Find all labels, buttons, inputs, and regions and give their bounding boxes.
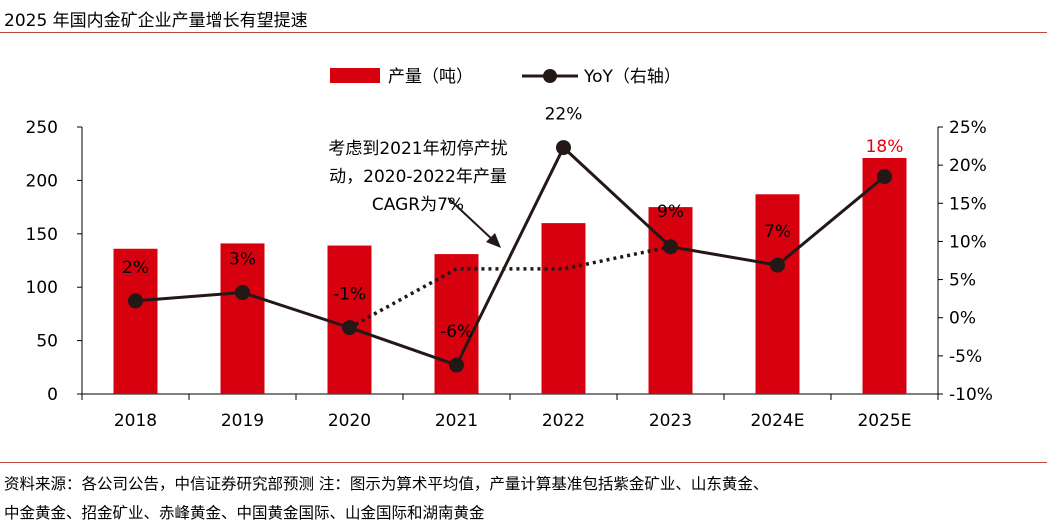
yoy-line xyxy=(135,145,886,367)
yoy-marker xyxy=(663,239,678,255)
right-tick-label: 10% xyxy=(949,232,987,252)
legend-line-label: YoY（右轴） xyxy=(583,67,681,87)
right-tick-label: 15% xyxy=(949,194,987,214)
top-divider xyxy=(0,32,1047,33)
right-tick-label: 0% xyxy=(949,309,976,329)
yoy-data-label: 18% xyxy=(866,137,904,157)
x-tick-label: 2018 xyxy=(114,411,157,431)
bottom-divider xyxy=(0,462,1047,463)
yoy-data-label: -6% xyxy=(440,322,473,342)
production-bar xyxy=(327,245,372,394)
left-tick-label: 200 xyxy=(26,171,58,191)
yoy-data-label: 2% xyxy=(122,258,149,278)
yoy-marker xyxy=(449,357,464,373)
x-tick-label: 2023 xyxy=(649,411,692,431)
left-tick-label: 0 xyxy=(47,385,58,405)
annotation-text: 动，2020-2022年产量 xyxy=(329,167,507,187)
production-bar xyxy=(648,207,693,394)
left-tick-label: 150 xyxy=(26,225,58,245)
left-tick-label: 100 xyxy=(26,278,58,298)
production-bar xyxy=(541,223,586,394)
yoy-marker xyxy=(556,140,571,156)
left-tick-label: 50 xyxy=(36,332,58,352)
production-bar xyxy=(113,248,158,394)
right-tick-label: 20% xyxy=(949,156,987,176)
yoy-data-label: 22% xyxy=(545,105,583,125)
x-tick-label: 2024E xyxy=(750,411,804,431)
production-bar xyxy=(862,157,907,394)
yoy-marker xyxy=(342,320,357,336)
source-note-line2: 中金黄金、招金矿业、赤峰黄金、中国黄金国际、山金国际和湖南黄金 xyxy=(4,504,485,522)
x-tick-label: 2020 xyxy=(328,411,371,431)
right-tick-label: -10% xyxy=(949,385,993,405)
production-bar xyxy=(755,194,800,394)
yoy-data-label: 7% xyxy=(764,222,791,242)
right-tick-label: 5% xyxy=(949,271,976,291)
yoy-marker xyxy=(128,293,143,309)
production-bar xyxy=(220,243,265,394)
chart: 0 50 100 150 200 250 -10% -5% 0% 5% 10% 15% 20% 25% 20… xyxy=(26,67,993,431)
yoy-data-label: -1% xyxy=(333,285,366,305)
legend-line-marker xyxy=(543,69,557,83)
yoy-data-label: 9% xyxy=(657,202,684,222)
x-tick-label: 2019 xyxy=(221,411,264,431)
x-tick-label: 2021 xyxy=(435,411,478,431)
annotation-text: 考虑到2021年初停产扰 xyxy=(328,139,507,159)
cagr-dotted-line xyxy=(348,245,671,330)
yoy-marker xyxy=(770,257,785,273)
yoy-marker xyxy=(877,169,892,185)
left-tick-label: 250 xyxy=(26,118,58,138)
yoy-data-label: 3% xyxy=(229,250,256,270)
x-tick-label: 2025E xyxy=(857,411,911,431)
yoy-marker xyxy=(235,285,250,301)
annotation-arrow-line xyxy=(447,197,495,242)
annotation-arrow-head xyxy=(486,233,501,248)
x-tick-label: 2022 xyxy=(542,411,585,431)
right-tick-label: -5% xyxy=(949,347,982,367)
right-tick-label: 25% xyxy=(949,118,987,138)
legend-bar-label: 产量（吨） xyxy=(388,67,473,87)
source-note-line1: 资料来源：各公司公告，中信证券研究部预测 注：图示为算术平均值，产量计算基准包括… xyxy=(4,475,769,493)
chart-title: 2025 年国内金矿企业产量增长有望提速 xyxy=(4,11,308,31)
annotation-text: CAGR为7% xyxy=(372,195,464,215)
legend-bar-swatch xyxy=(330,68,380,83)
